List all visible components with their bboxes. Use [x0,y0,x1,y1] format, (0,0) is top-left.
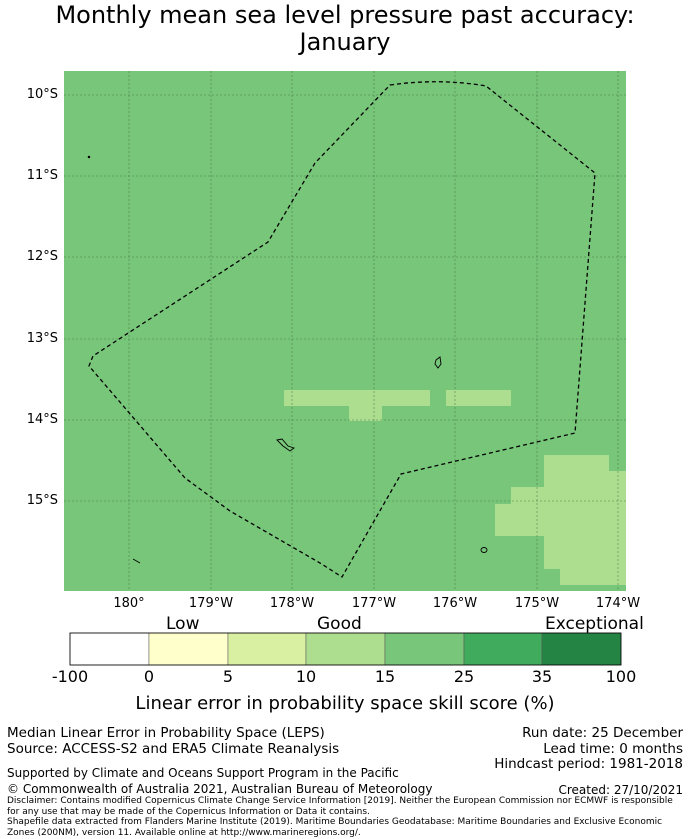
low-skill-region-central [284,390,430,421]
lat-label-14s: 14°S [26,412,58,427]
metric-text: Median Linear Error in Probability Space… [7,725,325,741]
lon-label-176w: 176°W [432,596,478,611]
islet-northwest [87,155,91,159]
low-skill-region-southeast [495,455,626,585]
colorbar [69,632,622,666]
island-far-southwest [132,558,141,564]
source-text: Source: ACCESS-S2 and ERA5 Climate Reana… [7,741,340,757]
colorbar-swatch-2 [148,632,229,666]
disclaimer-text: Disclaimer: Contains modified Copernicus… [7,796,673,817]
hindcast-text: Hindcast period: 1981-2018 [494,756,683,772]
chart-title-line2: January [299,28,391,56]
lon-label-175w: 175°W [514,596,560,611]
colorbar-label: Linear error in probability space skill … [135,693,555,714]
lon-label-177w: 177°W [351,596,397,611]
islands [87,155,488,564]
lon-label-179w: 179°W [188,596,234,611]
copyright-text: © Commonwealth of Australia 2021, Austra… [7,782,433,796]
colorbar-swatch-4 [305,632,386,666]
colorbar-tick: 35 [531,667,553,686]
colorbar-swatch-7 [541,632,622,666]
supported-text: Supported by Climate and Oceans Support … [7,766,399,780]
colorbar-swatch-5 [384,632,465,666]
colorbar-category-good: Good [317,614,362,634]
created-text: Created: 27/10/2021 [558,783,683,797]
lead-time-text: Lead time: 0 months [543,741,683,757]
colorbar-swatch-6 [463,632,543,666]
lat-label-10s: 10°S [26,87,58,102]
lon-label-174w: 174°W [595,596,641,611]
eez-boundary [88,81,596,578]
map-gridlines [64,71,626,591]
shapefile-credit-text: Shapefile data extracted from Flanders M… [7,817,663,838]
low-skill-regions [284,390,626,585]
colorbar-swatch-3 [227,632,307,666]
colorbar-tick: 5 [222,667,234,686]
island-east [434,356,442,369]
island-southwest [276,438,295,452]
colorbar-tick: 0 [143,667,155,686]
map-figure [64,71,626,666]
colorbar-frame [69,632,622,666]
lon-label-180: 180° [113,596,145,611]
low-skill-region-east [446,390,511,406]
colorbar-tick: 15 [374,667,396,686]
colorbar-tick: -100 [51,667,89,686]
colorbar-category-low: Low [166,614,200,634]
disclaimer-block: Disclaimer: Contains modified Copernicus… [7,796,683,838]
lat-label-15s: 15°S [26,493,58,508]
chart-title-line1: Monthly mean sea level pressure past acc… [55,1,635,29]
lat-label-12s: 12°S [26,249,58,264]
lat-label-13s: 13°S [26,331,58,346]
run-date-text: Run date: 25 December [522,725,683,741]
colorbar-tick: 10 [295,667,317,686]
colorbar-swatch-1 [69,632,150,666]
lon-label-178w: 178°W [269,596,315,611]
colorbar-category-exceptional: Exceptional [545,614,644,634]
island-southeast [480,547,488,553]
colorbar-tick: 25 [453,667,475,686]
colorbar-tick: 100 [605,667,637,686]
lat-label-11s: 11°S [26,168,58,183]
